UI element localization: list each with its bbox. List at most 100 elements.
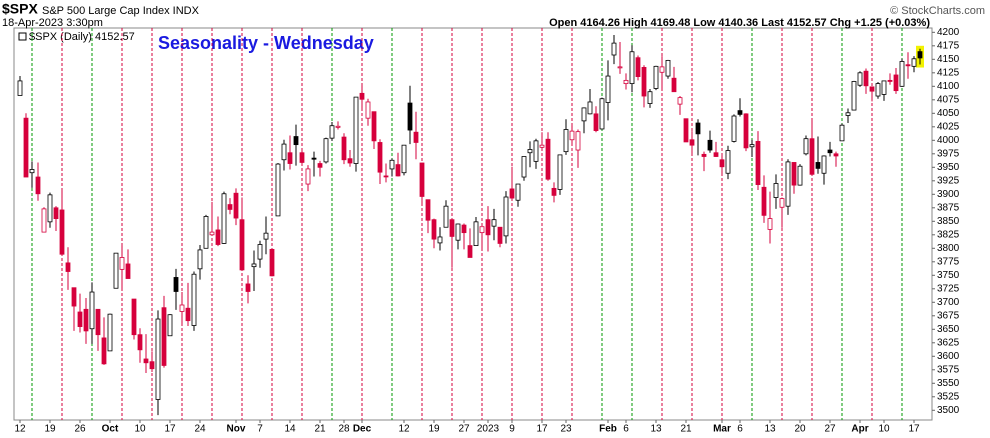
candle-body — [221, 193, 227, 244]
candle-body — [665, 59, 671, 77]
candle-body — [893, 74, 899, 92]
candle-body — [119, 257, 125, 270]
candle-body — [887, 79, 893, 82]
candle-body — [269, 248, 275, 277]
x-tick-label: 10 — [134, 424, 146, 435]
candle-body — [59, 209, 65, 255]
candle-body — [677, 97, 683, 105]
candle-body — [461, 224, 467, 234]
candle-body — [491, 219, 497, 227]
x-tick-label: 12 — [398, 424, 410, 435]
candle-body — [635, 57, 641, 77]
chart-title: Seasonality - Wednesday — [158, 33, 374, 53]
candle-body — [89, 291, 95, 330]
candle-body — [845, 112, 851, 116]
candle-body — [71, 287, 77, 307]
candle-body — [407, 102, 413, 131]
candle-body — [455, 223, 461, 241]
x-tick-label: Oct — [102, 424, 119, 435]
candle-body — [323, 138, 329, 163]
candle-body — [353, 96, 359, 164]
candle-body — [419, 162, 425, 197]
candle-body — [311, 157, 317, 160]
y-tick-label: 4025 — [937, 121, 960, 132]
candle-body — [767, 218, 773, 230]
candle-body — [299, 152, 305, 163]
candle-body — [335, 125, 341, 128]
candle-body — [125, 263, 131, 279]
x-tick-label: 19 — [428, 424, 440, 435]
candle-body — [431, 219, 437, 240]
y-tick-label: 3975 — [937, 148, 960, 159]
x-tick-label: 12 — [14, 424, 26, 435]
candle-body — [779, 198, 785, 208]
x-tick-label: 13 — [764, 424, 776, 435]
x-tick-label: 19 — [44, 424, 56, 435]
x-tick-label: 27 — [824, 424, 836, 435]
x-tick-label: Nov — [227, 424, 246, 435]
x-tick-label: 26 — [74, 424, 86, 435]
candle-body — [233, 192, 239, 219]
x-tick-label: 17 — [536, 424, 548, 435]
x-tick-label: 27 — [458, 424, 470, 435]
candle-body — [689, 139, 695, 146]
x-tick-label: 7 — [257, 424, 263, 435]
candle-body — [287, 152, 293, 164]
candle-body — [827, 149, 833, 154]
candle-body — [569, 130, 575, 141]
candle-body — [389, 159, 395, 170]
candle-body — [149, 361, 155, 370]
x-tick-label: 21 — [314, 424, 326, 435]
candle-body — [155, 318, 161, 400]
candle-body — [881, 80, 887, 95]
candle-body — [413, 131, 419, 143]
candle-body — [245, 283, 251, 292]
candle-body — [581, 107, 587, 122]
candle-body — [329, 125, 335, 139]
candle-body — [365, 101, 371, 119]
candle-body — [503, 196, 509, 237]
y-tick-label: 3950 — [937, 162, 960, 173]
candle-body — [815, 162, 821, 169]
legend: $SPX (Daily) 4152.57 — [29, 31, 135, 43]
candle-body — [251, 263, 257, 268]
candle-body — [707, 139, 713, 151]
y-tick-label: 4125 — [937, 67, 960, 78]
candle-body — [305, 168, 311, 185]
candle-body — [623, 79, 629, 85]
y-tick-label: 3525 — [937, 391, 960, 402]
instrument-name: S&P 500 Large Cap Index INDX — [42, 5, 200, 17]
y-tick-label: 4150 — [937, 54, 960, 65]
y-tick-label: 4200 — [937, 27, 960, 38]
candle-body — [377, 142, 383, 173]
candle-body — [575, 131, 581, 151]
x-tick-label: 21 — [680, 424, 692, 435]
y-tick-label: 3750 — [937, 270, 960, 281]
candle-body — [215, 229, 221, 245]
candle-body — [629, 51, 635, 85]
candle-body — [875, 83, 881, 97]
candle-body — [911, 58, 917, 67]
candle-body — [545, 138, 551, 180]
candle-body — [863, 70, 869, 87]
y-tick-label: 3900 — [937, 189, 960, 200]
candle-body — [101, 337, 107, 365]
x-tick-label: 2023 — [477, 424, 500, 435]
y-tick-label: 3800 — [937, 243, 960, 254]
candle-body — [905, 64, 911, 67]
candle-body — [809, 138, 815, 175]
candle-body — [281, 143, 287, 161]
credit: © StockCharts.com — [890, 5, 985, 17]
candle-body — [833, 153, 839, 157]
y-tick-label: 4000 — [937, 135, 960, 146]
candle-body — [683, 118, 689, 143]
y-tick-label: 3850 — [937, 216, 960, 227]
candle-body — [185, 307, 191, 322]
candle-body — [821, 155, 827, 174]
y-tick-label: 4050 — [937, 108, 960, 119]
candle-body — [593, 113, 599, 131]
candle-body — [131, 298, 137, 336]
candle-body — [719, 159, 725, 168]
candle-body — [515, 183, 521, 201]
candle-body — [917, 51, 923, 59]
